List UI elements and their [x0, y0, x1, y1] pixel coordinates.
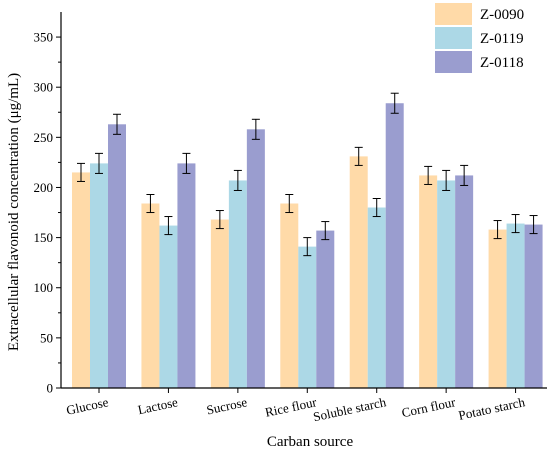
bar-z-0119-4 [367, 207, 386, 388]
bar-z-0090-3 [280, 203, 299, 388]
legend-label: Z-0119 [480, 31, 524, 47]
bar-z-0119-3 [298, 246, 317, 388]
bar-z-0119-2 [228, 180, 247, 388]
bar-z-0090-5 [419, 175, 438, 388]
bar-z-0090-0 [72, 172, 90, 388]
bar-z-0119-6 [506, 223, 525, 388]
bar-z-0118-5 [455, 175, 474, 388]
legend-label: Z-0090 [480, 7, 524, 23]
bar-z-0090-6 [488, 229, 507, 388]
x-axis-title: Carban source [267, 434, 354, 450]
bar-z-0118-0 [108, 124, 126, 389]
x-tick-label: Glucose [65, 394, 110, 418]
y-tick-label: 150 [34, 230, 54, 245]
y-tick-label: 0 [47, 381, 54, 396]
y-tick-label: 350 [34, 30, 54, 45]
bar-z-0118-1 [177, 163, 196, 388]
y-tick-label: 250 [34, 130, 54, 145]
bars-layer [72, 103, 543, 389]
legend-swatch-z-0118 [435, 51, 472, 73]
legend-swatch-z-0119 [435, 27, 472, 49]
y-tick-label: 200 [34, 180, 54, 195]
x-tick-label: Soluble starch [312, 394, 388, 424]
x-tick-label: Lactose [136, 394, 179, 417]
y-tick-label: 100 [34, 280, 54, 295]
bar-z-0119-5 [437, 180, 456, 388]
bar-z-0090-2 [210, 219, 229, 388]
x-tick-label: Sucrose [205, 394, 249, 417]
legend: Z-0090 Z-0119 Z-0118 [435, 3, 524, 73]
legend-swatch-z-0090 [435, 3, 472, 25]
bar-z-0118-4 [385, 103, 404, 389]
y-tick-label: 50 [40, 330, 53, 345]
legend-label: Z-0118 [480, 55, 524, 71]
bar-z-0119-1 [159, 225, 178, 388]
x-tick-label: Rice flour [264, 394, 319, 420]
x-tick-label: Corn flour [400, 394, 457, 420]
error-bars-layer [77, 92, 538, 257]
bar-z-0090-1 [141, 203, 160, 388]
bar-z-0119-0 [90, 163, 108, 388]
bar-z-0118-3 [316, 230, 335, 388]
x-tick-label: Potato starch [457, 394, 527, 423]
y-tick-label: 300 [34, 80, 54, 95]
bar-z-0118-2 [246, 129, 265, 388]
bar-z-0118-6 [524, 224, 543, 388]
y-axis-title: Extracellular flavonoid concentration (μ… [6, 73, 22, 351]
bar-z-0090-4 [349, 156, 368, 388]
